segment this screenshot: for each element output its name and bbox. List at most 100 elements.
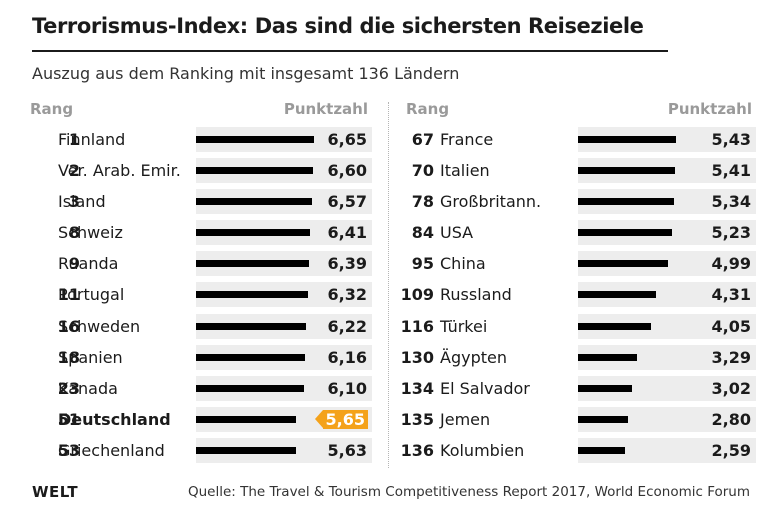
bar-track: 6,16 <box>196 344 372 370</box>
bar-track: 4,05 <box>578 313 756 339</box>
ranking-row: 84 USA 5,23 <box>406 217 756 248</box>
ranking-row: 130 Ägypten 3,29 <box>401 342 756 373</box>
rank-header: Rang <box>30 100 74 118</box>
column-header-right: Rang Punktzahl <box>406 96 756 124</box>
bar <box>578 167 675 175</box>
bar <box>196 260 309 268</box>
ranking-row: 67 France 5,43 <box>406 124 756 155</box>
rank-label: 23 <box>57 378 80 398</box>
value-label: 6,22 <box>327 316 367 336</box>
bar <box>578 446 625 454</box>
bar <box>578 384 632 392</box>
rank-label: 70 <box>411 161 434 181</box>
chart-subtitle: Auszug aus dem Ranking mit insgesamt 136… <box>32 64 460 83</box>
country-label: Russland <box>440 285 512 305</box>
bar-track: 6,41 <box>196 220 372 246</box>
country-label: Kolumbien <box>440 440 525 460</box>
country-label: Spanien <box>58 347 123 367</box>
bar-track: 5,65 <box>196 406 372 432</box>
bar-track: 4,99 <box>578 251 756 277</box>
rank-label: 53 <box>57 440 80 460</box>
ranking-row: 51 Deutschland 5,65 <box>30 404 372 435</box>
ranking-row: 135 Jemen 2,80 <box>401 404 756 435</box>
rank-label: 95 <box>411 254 434 274</box>
bar <box>196 384 304 392</box>
bar <box>578 229 672 237</box>
ranking-column-right: Rang Punktzahl 67 France 5,43 70 Italien 5,41… <box>401 96 756 466</box>
rank-label: 78 <box>411 192 434 212</box>
title-underline <box>32 50 668 52</box>
country-label: El Salvador <box>440 378 530 398</box>
country-label: Schweiz <box>58 223 123 243</box>
score-header: Punktzahl <box>283 100 368 118</box>
value-label: 6,16 <box>327 347 367 367</box>
rank-label: 51 <box>57 409 80 429</box>
bar-track: 6,32 <box>196 282 372 308</box>
value-label: 6,41 <box>327 223 367 243</box>
value-label: 6,60 <box>327 161 367 181</box>
country-label: Schweden <box>58 316 141 336</box>
rank-label: 109 <box>400 285 434 305</box>
ranking-rows-right: 67 France 5,43 70 Italien 5,41 78 Großbritann. 5… <box>401 124 756 466</box>
ranking-row: 53 Griechenland 5,63 <box>30 435 372 466</box>
value-label: 3,02 <box>711 378 751 398</box>
bar <box>578 415 628 423</box>
ranking-row: 2 Ver. Arab. Emir. 6,60 <box>30 155 372 186</box>
bar-track: 6,65 <box>196 127 372 152</box>
ranking-row: 95 China 4,99 <box>406 248 756 279</box>
ranking-rows-left: 1 Finnland 6,65 2 Ver. Arab. Emir. 6,60 3 Islan… <box>30 124 372 466</box>
value-label: 6,10 <box>327 378 367 398</box>
value-label: 6,57 <box>327 192 367 212</box>
bar <box>196 446 296 454</box>
value-label: 4,99 <box>711 254 751 274</box>
rank-label: 9 <box>68 254 80 274</box>
bar <box>196 322 306 330</box>
value-label: 3,29 <box>711 347 751 367</box>
bar-track: 3,02 <box>578 375 756 401</box>
bar <box>578 322 651 330</box>
value-label: 6,39 <box>327 254 367 274</box>
ranking-row: 16 Schweden 6,22 <box>30 311 372 342</box>
country-label: Island <box>58 192 106 212</box>
chart-title: Terrorismus-Index: Das sind die sicherst… <box>32 14 644 38</box>
rank-header: Rang <box>406 100 450 118</box>
rank-label: 136 <box>400 440 434 460</box>
value-label: 5,34 <box>711 192 751 212</box>
bar-track: 5,63 <box>196 437 372 463</box>
value-label: 4,05 <box>711 316 751 336</box>
country-label: Deutschland <box>58 409 171 429</box>
bar-track: 4,31 <box>578 282 756 308</box>
bar-track: 6,22 <box>196 313 372 339</box>
value-label: 5,65 <box>314 409 368 429</box>
value-label: 2,80 <box>711 409 751 429</box>
country-label: Italien <box>440 161 490 181</box>
bar-track: 2,59 <box>578 437 756 463</box>
ranking-row: 11 Portugal 6,32 <box>30 279 372 310</box>
bar <box>196 136 314 143</box>
welt-logo: WELT <box>32 483 79 501</box>
ranking-row: 1 Finnland 6,65 <box>30 124 372 155</box>
bar <box>196 198 312 206</box>
ranking-row: 23 Kanada 6,10 <box>30 373 372 404</box>
ranking-row: 8 Schweiz 6,41 <box>30 217 372 248</box>
ranking-row: 78 Großbritann. 5,34 <box>406 186 756 217</box>
ranking-row: 3 Island 6,57 <box>30 186 372 217</box>
bar-track: 6,57 <box>196 189 372 215</box>
rank-label: 135 <box>400 409 434 429</box>
ranking-row: 18 Spanien 6,16 <box>30 342 372 373</box>
ranking-column-left: Rang Punktzahl 1 Finnland 6,65 2 Ver. Arab. … <box>30 96 372 466</box>
country-label: Finnland <box>58 130 126 149</box>
value-label: 4,31 <box>711 285 751 305</box>
bar <box>578 260 668 268</box>
bar <box>196 291 308 299</box>
country-label: Griechenland <box>58 440 165 460</box>
value-label: 2,59 <box>711 440 751 460</box>
bar-track: 6,10 <box>196 375 372 401</box>
bar-track: 2,80 <box>578 406 756 432</box>
bar <box>196 415 296 423</box>
country-label: Jemen <box>440 409 491 429</box>
rank-label: 134 <box>400 378 434 398</box>
rank-label: 67 <box>411 130 434 149</box>
rank-label: 1 <box>68 130 80 149</box>
rank-label: 16 <box>57 316 80 336</box>
